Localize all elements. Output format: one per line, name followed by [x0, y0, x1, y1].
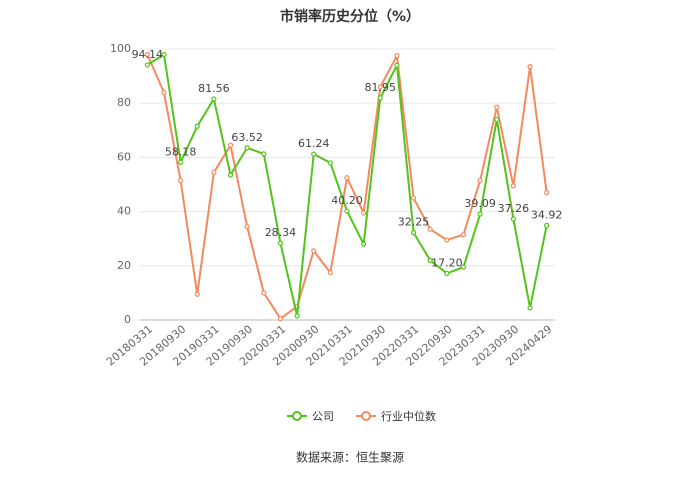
point — [377, 84, 383, 90]
point — [361, 210, 367, 216]
point — [194, 291, 200, 297]
point — [477, 177, 483, 184]
point — [544, 190, 550, 196]
point — [311, 151, 317, 157]
point — [144, 51, 150, 58]
source: 数据来源：恒生聚源 — [296, 450, 404, 465]
y-tick-label: 80 — [117, 96, 131, 109]
value-label: 32.25 — [398, 216, 430, 229]
point — [244, 223, 250, 230]
legend-marker — [361, 411, 371, 421]
point — [194, 123, 200, 129]
point — [494, 104, 500, 110]
point — [544, 222, 550, 228]
value-label: 17.20 — [431, 256, 463, 269]
value-label: 94.14 — [132, 48, 164, 61]
legend-marker — [292, 411, 302, 421]
point — [244, 145, 250, 151]
chart-title: 市销率历史分位（%） — [280, 8, 420, 25]
y-tick-label: 0 — [124, 313, 131, 326]
point — [477, 211, 483, 217]
y-tick-label: 100 — [110, 42, 131, 55]
value-label: 63.52 — [231, 131, 263, 144]
value-label: 28.34 — [265, 226, 297, 239]
value-label: 34.92 — [531, 208, 563, 221]
point — [261, 290, 267, 296]
point — [427, 257, 433, 263]
point — [394, 53, 400, 59]
point — [277, 240, 284, 246]
value-label: 81.56 — [198, 82, 230, 95]
point — [227, 172, 234, 178]
point — [494, 116, 500, 123]
point — [527, 305, 533, 311]
legend-item[interactable]: 行业中位数 — [356, 409, 436, 423]
point — [178, 177, 184, 184]
point — [444, 270, 450, 276]
point — [410, 195, 417, 201]
value-label: 61.24 — [298, 137, 330, 150]
y-tick-label: 60 — [117, 150, 131, 163]
point — [527, 64, 533, 70]
point — [510, 183, 517, 189]
point — [410, 230, 417, 236]
point — [427, 226, 433, 232]
point — [344, 208, 350, 214]
value-label: 37.26 — [498, 202, 530, 215]
point — [161, 51, 167, 58]
point — [377, 95, 383, 101]
y-tick-label: 20 — [117, 259, 131, 272]
point — [178, 159, 184, 165]
point — [510, 216, 517, 222]
value-label: 81.95 — [365, 81, 397, 94]
point — [227, 142, 234, 148]
value-label: 40.20 — [331, 194, 363, 207]
point — [327, 269, 333, 276]
point — [144, 62, 150, 68]
legend-label: 公司 — [312, 410, 334, 423]
value-label: 39.09 — [464, 197, 496, 210]
value-label: 58.18 — [165, 145, 197, 158]
legend-item[interactable]: 公司 — [287, 410, 334, 423]
legend-label: 行业中位数 — [381, 409, 436, 423]
point — [327, 160, 333, 166]
point — [394, 62, 400, 68]
point — [460, 232, 467, 238]
point — [211, 96, 217, 102]
point — [211, 169, 217, 175]
point — [277, 316, 284, 322]
point — [261, 151, 267, 157]
point — [311, 248, 317, 254]
point — [444, 237, 450, 243]
y-tick-label: 40 — [117, 205, 131, 218]
point — [361, 241, 367, 247]
point — [460, 264, 467, 270]
point — [344, 175, 350, 181]
point — [161, 89, 167, 95]
point — [294, 313, 300, 319]
